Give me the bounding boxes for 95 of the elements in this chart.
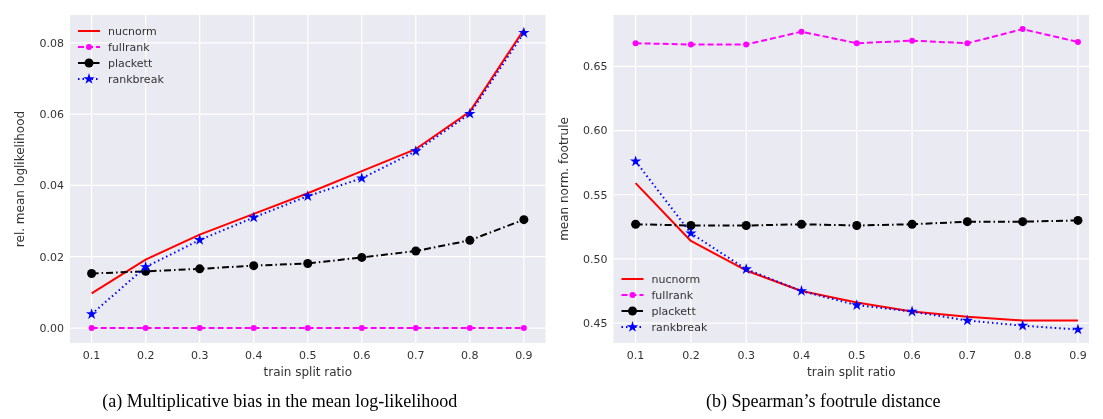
y-axis-title: rel. mean loglikelihood	[13, 110, 27, 248]
y-tick-label: 0.04	[39, 179, 64, 193]
x-tick-label: 0.1	[626, 349, 645, 362]
point	[194, 234, 206, 245]
point	[909, 37, 916, 44]
text: (b) Spearman’s footrule distance	[706, 391, 941, 412]
point	[686, 221, 696, 231]
point	[249, 261, 259, 271]
y-tick-label: 0.65	[583, 60, 608, 74]
point	[356, 172, 368, 184]
point	[466, 325, 473, 332]
point	[851, 299, 863, 310]
point	[852, 221, 862, 231]
y-tick-label: 0.06	[39, 107, 64, 121]
x-tick-label: 0.7	[407, 349, 425, 362]
point	[1019, 26, 1026, 33]
point	[1073, 215, 1083, 225]
legend-label: nucnorm	[108, 24, 157, 38]
x-tick-label: 0.2	[682, 349, 700, 362]
x-tick-label: 0.8	[461, 349, 479, 362]
x-axis-title: train split ratio	[807, 365, 896, 379]
y-tick-label: 0.55	[583, 188, 608, 202]
point	[520, 325, 527, 332]
x-tick-label: 0.9	[1069, 349, 1087, 362]
y-tick-label: 0.08	[39, 36, 64, 50]
point	[464, 107, 476, 119]
point	[87, 268, 97, 278]
point	[142, 325, 149, 332]
x-tick-label: 0.8	[1013, 349, 1032, 362]
point	[248, 211, 260, 223]
point	[798, 28, 805, 35]
point	[518, 26, 530, 38]
legend-label: rankbreak	[651, 320, 708, 334]
point	[685, 227, 697, 239]
point	[196, 325, 203, 332]
legend-label: plackett	[108, 56, 153, 70]
x-tick-label: 0.3	[737, 349, 755, 362]
y-tick-label: 0.60	[583, 124, 608, 138]
y-axis-title: mean norm. footrule	[556, 117, 571, 241]
point	[410, 145, 422, 157]
y-tick-label: 0.50	[583, 252, 608, 266]
legend-label: plackett	[651, 304, 697, 318]
point	[1074, 38, 1081, 45]
point	[795, 285, 808, 296]
x-tick-label: 0.6	[353, 349, 371, 362]
point	[962, 217, 972, 227]
point	[741, 221, 751, 231]
point	[631, 219, 641, 229]
x-tick-label: 0.5	[299, 349, 317, 362]
x-tick-label: 0.4	[244, 349, 263, 362]
point	[304, 325, 311, 332]
x-tick-label: 0.5	[848, 349, 866, 362]
point	[303, 259, 313, 268]
point	[687, 41, 694, 48]
point	[1072, 323, 1084, 335]
point	[743, 41, 750, 48]
point	[740, 263, 752, 275]
point	[412, 325, 419, 332]
point	[961, 314, 974, 326]
point	[629, 155, 642, 167]
y-tick-label: 0.02	[39, 250, 64, 264]
x-tick-label: 0.3	[190, 349, 209, 362]
point	[1018, 217, 1028, 227]
point	[358, 325, 365, 332]
x-tick-label: 0.9	[515, 349, 533, 362]
y-tick-label: 0.00	[39, 321, 64, 335]
legend-label: nucnorm	[651, 272, 701, 286]
legend-label: fullrank	[108, 40, 151, 54]
point	[250, 325, 257, 332]
point	[195, 264, 205, 274]
point	[85, 308, 98, 319]
point	[465, 235, 475, 245]
point	[853, 40, 860, 47]
x-tick-label: 0.4	[792, 349, 811, 362]
text: (a) Multiplicative bias in the mean log-likelihood	[102, 391, 458, 412]
point	[519, 215, 529, 225]
x-tick-label: 0.6	[903, 349, 921, 362]
x-tick-label: 0.7	[958, 349, 977, 362]
point	[1016, 319, 1029, 331]
point	[632, 40, 639, 47]
legend-label: rankbreak	[108, 72, 165, 86]
point	[411, 246, 421, 256]
point	[139, 261, 152, 272]
y-tick-label: 0.45	[583, 316, 608, 330]
point	[302, 190, 314, 201]
point	[357, 252, 367, 262]
point	[964, 40, 971, 47]
point	[88, 325, 95, 332]
legend-label: fullrank	[651, 288, 694, 302]
x-axis-title: train split ratio	[263, 365, 352, 379]
point	[796, 219, 806, 229]
point	[907, 219, 917, 229]
point	[906, 305, 918, 317]
x-tick-label: 0.1	[82, 349, 101, 362]
x-tick-label: 0.2	[136, 349, 155, 362]
